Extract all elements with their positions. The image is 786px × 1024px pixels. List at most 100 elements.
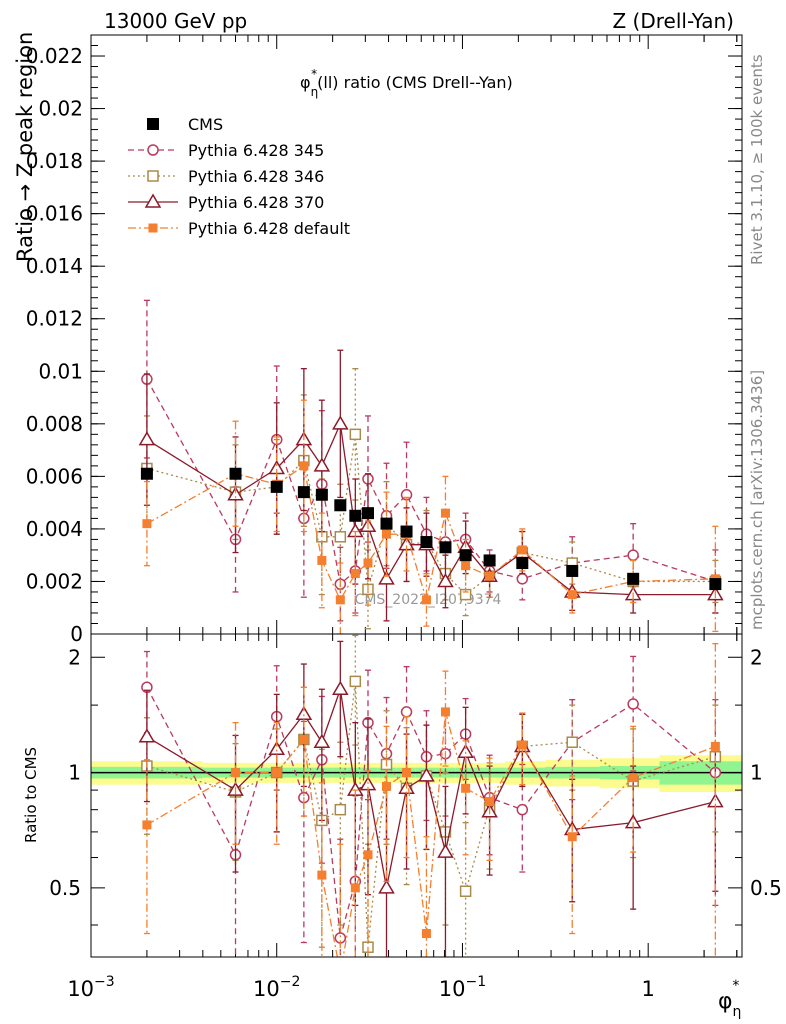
x-tick-label: 1 (641, 977, 654, 1001)
legend-marker-pythia-6-428-370 (144, 193, 162, 208)
ratio-ytick-label-right: 0.5 (750, 876, 782, 900)
main-point-cms (334, 499, 347, 512)
title-rest: (ll) ratio (CMS Drell--Yan) (317, 73, 513, 92)
main-point-cms (566, 564, 579, 577)
ratio-point-pythia-6-428-default (567, 832, 577, 842)
legend-label-pythia-6-428-345: Pythia 6.428 345 (188, 141, 324, 160)
rivet-version-label: Rivet 3.1.10, ≥ 100k events (748, 54, 766, 265)
xlabel-eta: η (733, 1004, 742, 1020)
ratio-point-pythia-6-428-default (317, 870, 327, 880)
main-ytick-label: 0.014 (26, 254, 83, 278)
legend-label-cms: CMS (188, 115, 223, 134)
ratio-ytick-label-right: 1 (750, 761, 763, 785)
main-line-pythia-6-428-370 (146, 421, 716, 596)
ratio-point-pythia-6-428-default (628, 773, 638, 783)
main-point-pythia-6-428-345 (516, 573, 529, 585)
ratio-point-pythia-6-428-370 (378, 879, 395, 894)
main-point-pythia-6-428-370 (138, 431, 156, 446)
main-point-pythia-6-428-370 (332, 415, 349, 430)
ratio-point-pythia-6-428-default (485, 797, 495, 807)
legend-label-pythia-6-428-default: Pythia 6.428 default (188, 219, 350, 238)
legend-marker-pythia-6-428-346 (147, 170, 159, 182)
ratio-point-pythia-6-428-345 (627, 698, 639, 710)
ratio-panel-frame (90, 633, 743, 958)
x-tick-label: 10−1 (439, 974, 486, 1001)
main-point-pythia-6-428-370 (437, 572, 454, 588)
main-point-pythia-6-428-346 (334, 531, 347, 543)
ratio-y-tick-labels: 0.5 0.5 1 1 2 2 (49, 645, 782, 900)
ratio-point-pythia-6-428-346 (459, 885, 472, 897)
main-ytick-label: 0.018 (26, 149, 83, 173)
ratio-ytick-label: 0.5 (49, 876, 81, 900)
main-series-cms (140, 467, 722, 591)
title-eta: η (311, 85, 319, 99)
ratio-point-pythia-6-428-default (517, 740, 527, 750)
ratio-line-pythia-6-428-345 (146, 686, 716, 939)
ratio-point-pythia-6-428-370 (437, 843, 454, 858)
ratio-point-pythia-6-428-370 (313, 733, 331, 748)
main-point-cms (380, 517, 393, 530)
main-point-pythia-6-428-default (567, 590, 577, 600)
main-point-cms (627, 572, 640, 585)
x-tick-label: 10−3 (67, 974, 114, 1001)
main-point-cms (459, 549, 472, 562)
main-point-pythia-6-428-370 (313, 457, 331, 472)
ratio-ytick-label-right: 2 (750, 645, 763, 669)
ratio-ytick-label: 1 (68, 761, 81, 785)
ratio-point-pythia-6-428-default (272, 768, 282, 778)
ratio-point-pythia-6-428-default (710, 741, 720, 751)
main-point-cms (439, 541, 452, 554)
main-ytick-label: 0.016 (26, 202, 83, 226)
ratio-point-pythia-6-428-default (461, 783, 471, 793)
legend-marker-pythia-6-428-345 (147, 144, 159, 156)
main-point-pythia-6-428-370 (227, 486, 244, 501)
main-point-cms (315, 488, 328, 501)
main-point-cms (349, 509, 362, 522)
legend-marker-pythia-6-428-default (148, 223, 158, 233)
main-ytick-label: 0.022 (26, 44, 83, 68)
ratio-point-pythia-6-428-default (299, 734, 309, 744)
ratio-point-pythia-6-428-370 (138, 728, 156, 743)
main-point-pythia-6-428-default (461, 561, 471, 571)
main-point-cms (400, 525, 413, 538)
main-line-pythia-6-428-345 (146, 378, 716, 586)
main-point-pythia-6-428-default (363, 558, 373, 568)
ratio-point-pythia-6-428-346 (566, 736, 578, 748)
ratio-point-pythia-6-428-default (350, 883, 360, 893)
ratio-point-pythia-6-428-default (402, 768, 412, 778)
ratio-point-pythia-6-428-default (142, 820, 152, 830)
ratio-point-pythia-6-428-370 (332, 680, 349, 696)
main-point-pythia-6-428-346 (349, 428, 362, 441)
ratio-point-pythia-6-428-default (382, 781, 392, 791)
ratio-point-pythia-6-428-370 (268, 740, 286, 756)
legend: CMS Pythia 6.428 345 Pythia 6.428 346 Pythi… (128, 115, 350, 238)
main-ytick-label: 0.02 (38, 97, 83, 121)
header-energy-label: 13000 GeV pp (104, 9, 247, 33)
ratio-point-pythia-6-428-345 (516, 803, 529, 816)
header-process-label: Z (Drell-Yan) (612, 9, 734, 33)
main-ytick-label: 0.002 (26, 569, 83, 593)
ratio-series-pythia-6-428-default (142, 643, 720, 957)
ratio-point-pythia-6-428-default (421, 929, 431, 939)
main-point-pythia-6-428-default (421, 595, 431, 605)
main-ytick-label: 0.008 (26, 412, 83, 436)
main-point-pythia-6-428-default (440, 508, 450, 518)
main-line-pythia-6-428-default (146, 464, 716, 603)
main-point-cms (297, 486, 310, 499)
ratio-y-axis-label: Ratio to CMS (22, 747, 40, 843)
ratio-point-pythia-6-428-345 (400, 706, 413, 718)
x-tick-labels: 10−3 10−2 10−1 1 (67, 974, 655, 1001)
ratio-point-pythia-6-428-default (363, 850, 373, 860)
main-ytick-label: 0.006 (26, 464, 83, 488)
main-point-pythia-6-428-default (317, 555, 327, 565)
main-y-axis-label: Ratio → Z peak region (13, 32, 37, 262)
main-ytick-label: 0.004 (26, 517, 83, 541)
main-ytick-label: 0.012 (26, 307, 83, 331)
main-point-cms (709, 578, 722, 591)
main-ytick-label: 0 (70, 622, 83, 646)
title-phi: φ (300, 73, 311, 92)
ratio-point-pythia-6-428-346 (349, 675, 362, 688)
main-point-cms (229, 467, 242, 480)
x-axis-label: φη * (718, 978, 741, 1020)
